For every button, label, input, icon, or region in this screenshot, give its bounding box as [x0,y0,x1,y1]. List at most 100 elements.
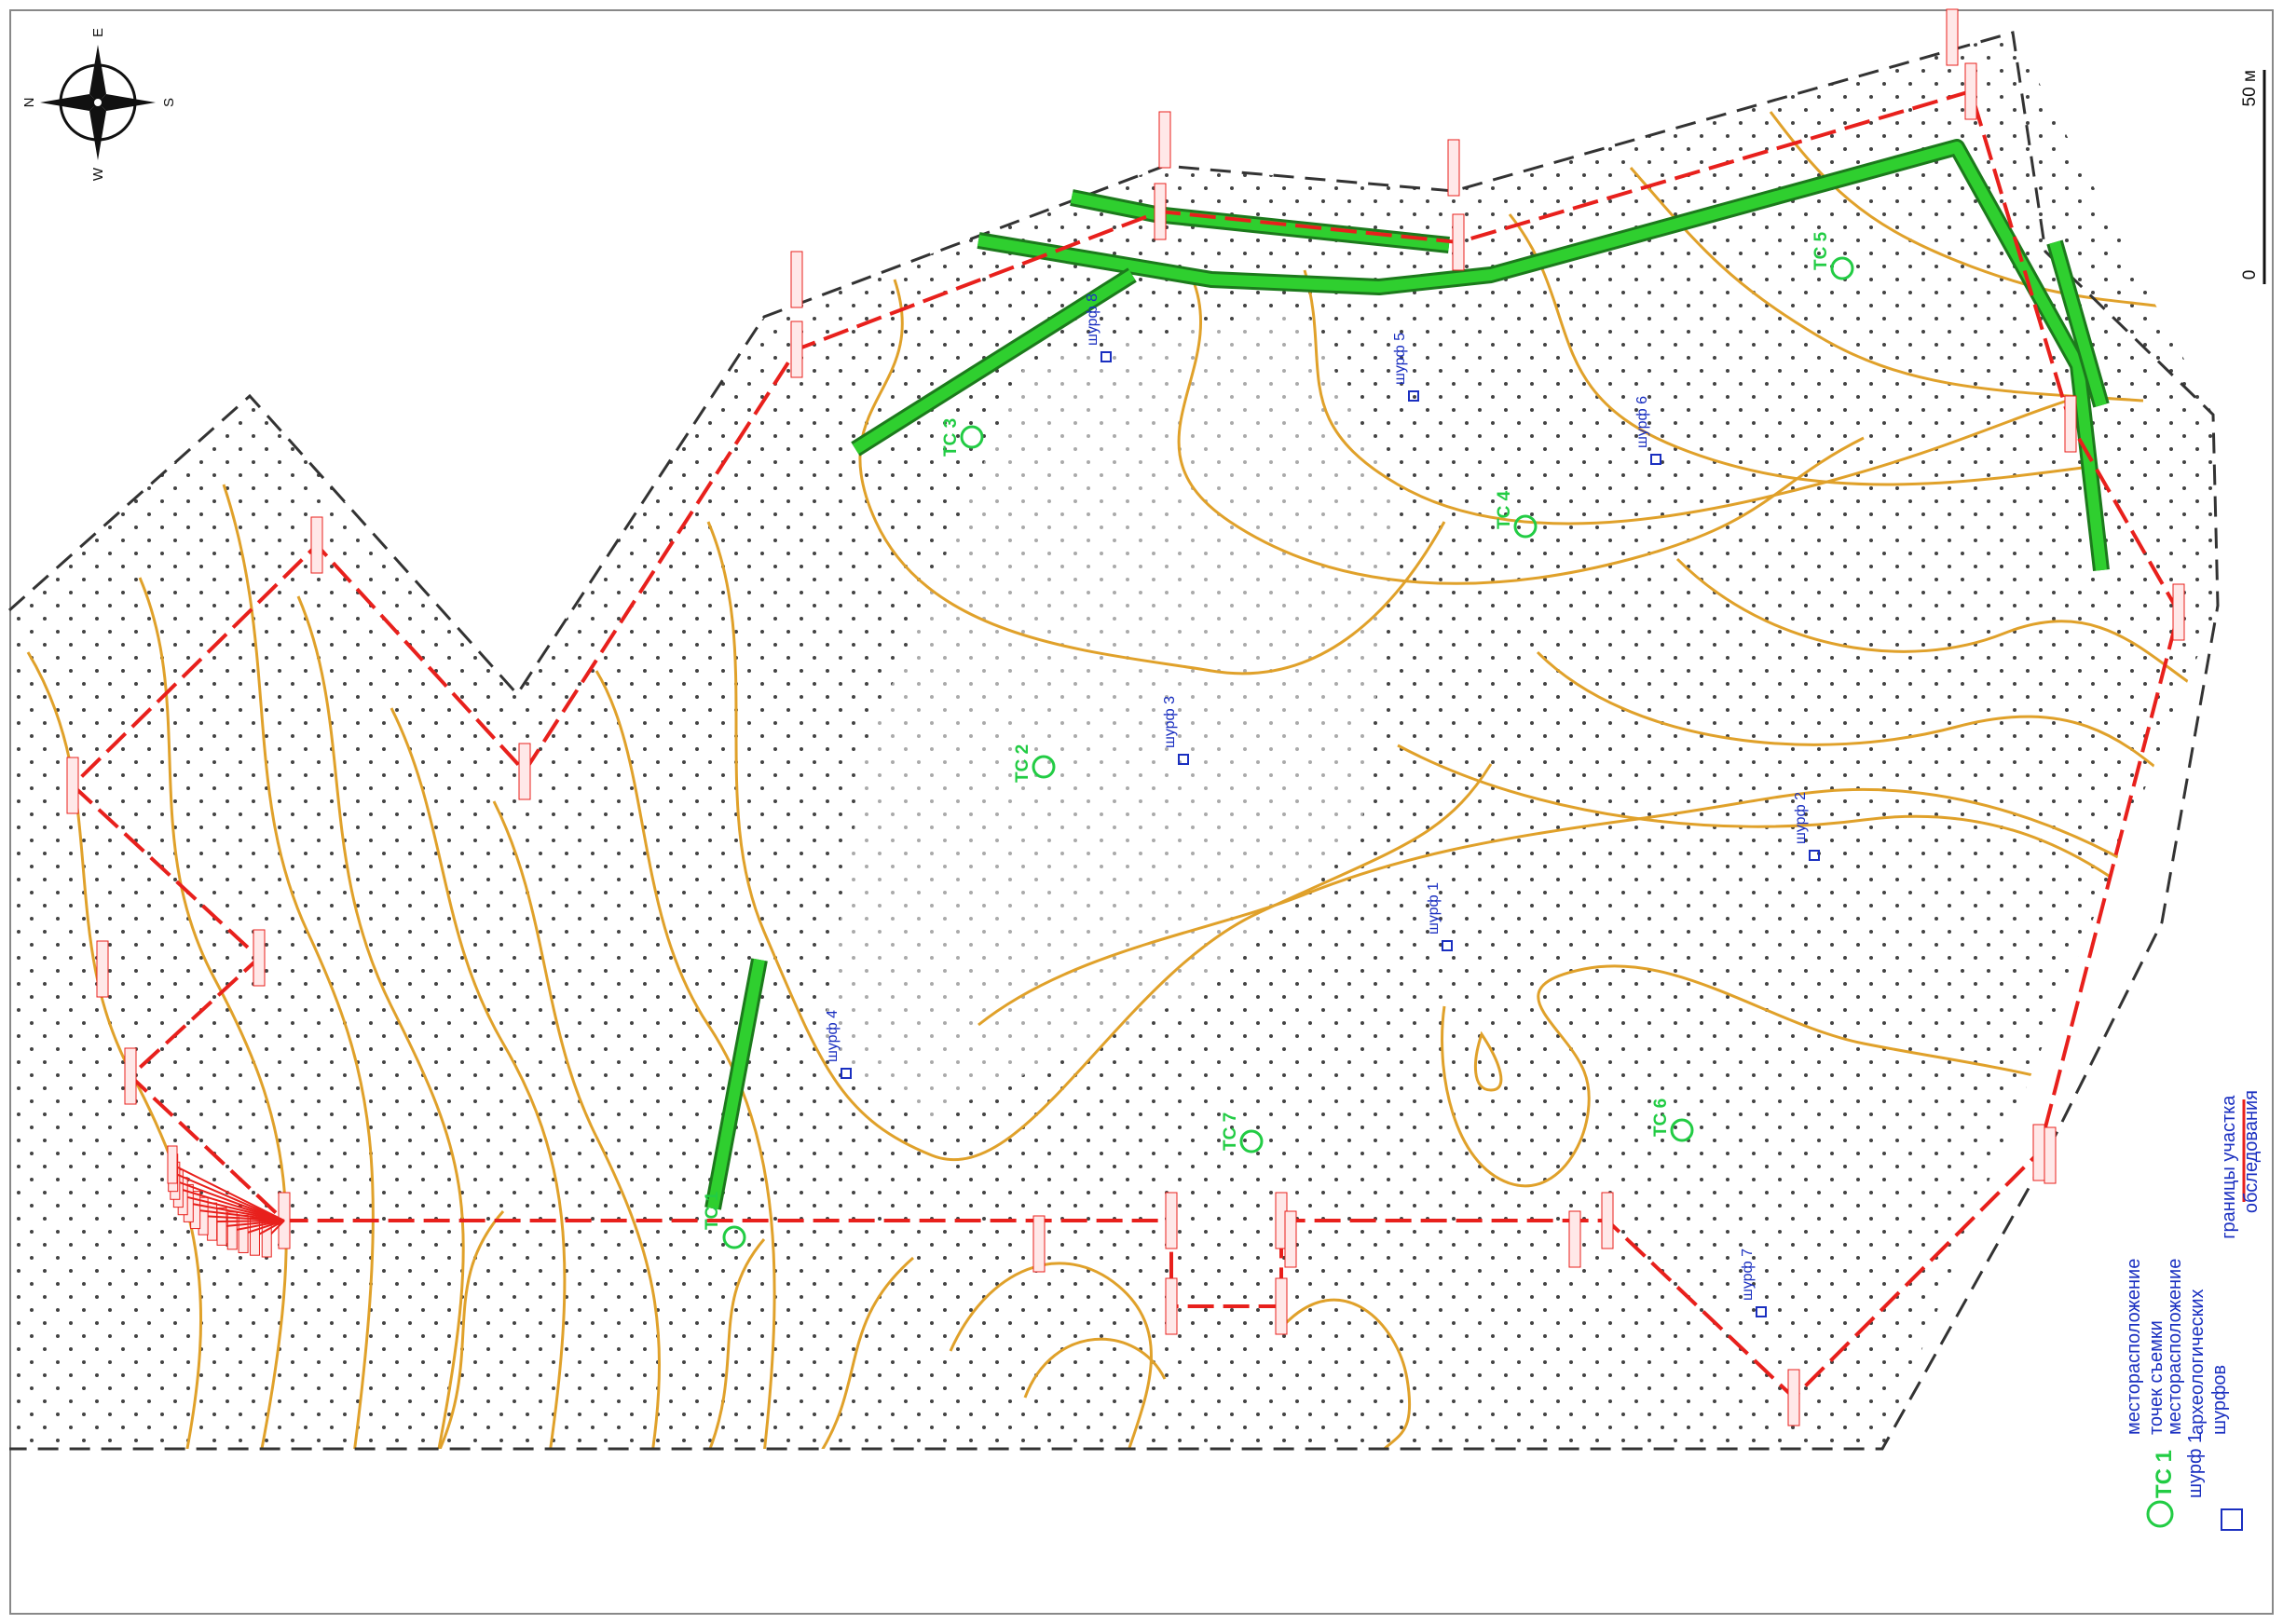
contour-line [1397,744,2181,934]
compass-s: S [161,98,177,107]
legend: границы участка обследования ТС 1 местор… [2124,1090,2262,1531]
pit-label: шурф 3 [1162,696,1178,748]
pit-label: шурф 1 [1426,882,1442,935]
fan-line [182,1194,285,1221]
marker-tag [66,757,79,814]
contour-line [1536,650,2200,803]
survey-boundary [70,89,2181,1400]
legend-ts-text: месторасположение точек съемки [2124,1253,2167,1435]
marker-tag [2064,395,2077,453]
road [707,958,765,1210]
site-label: ТС 7 [1221,1112,1240,1151]
fan-tag [167,1145,178,1184]
contour-line [1441,964,2107,1188]
scale-fifty: 50 м [2240,70,2260,106]
corner-markers [66,8,2185,1426]
contour-line [949,1262,1153,1449]
marker-tag [790,251,803,308]
marker-tag [1787,1369,1800,1426]
pit-2: шурф 2 [1793,792,1820,861]
fan-line [178,1187,285,1221]
site-ts7: ТС 7 [1221,1112,1264,1153]
survey-points: ТС 1 ТС 2 ТС 3 ТС 4 ТС 5 ТС 6 ТС 7 шур [703,231,1854,1317]
contour-line [492,800,661,1449]
contour-line [1675,557,2200,691]
contour-line [1303,269,2098,525]
pit-5: шурф 5 [1392,333,1419,402]
marker-tag [2172,583,2185,641]
pit-label: шурф 8 [1085,293,1100,346]
pit-label: шурф 7 [1740,1249,1756,1301]
site-label: ТС 5 [1811,231,1831,270]
contour-lines [26,111,2200,1449]
contour-line [1629,167,2144,403]
marker-tag [1284,1210,1297,1268]
contour-line [222,484,375,1449]
contour-line [1023,1337,1167,1399]
pit-3: шурф 3 [1162,696,1189,765]
legend-boundary-text: границы участка обследования [2219,1090,2262,1239]
marker-tag [1165,1192,1178,1249]
site-ts5: ТС 5 [1811,231,1854,280]
site-label: ТС 4 [1495,490,1514,529]
marker-tag [1964,62,1977,120]
marker-tag [2044,1126,2057,1184]
marker-fan [167,1145,285,1258]
marker-tag [2032,1124,2045,1181]
site-ts3: ТС 3 [941,418,984,457]
contour-line [818,1256,914,1449]
contour-line [1508,213,2098,486]
contour-line [1769,111,2172,309]
contour-line [436,1210,505,1449]
marker-tag [518,743,531,800]
site-ts1: ТС 1 [703,1191,746,1249]
pit-label: шурф 5 [1392,333,1408,385]
marker-tag [1946,8,1959,66]
road [977,142,2107,571]
marker-tag [310,516,323,574]
pit-label: шурф 6 [1634,396,1650,448]
marker-tag [1568,1210,1581,1268]
contour-line [977,787,2181,1027]
contour-line [595,670,776,1449]
site-label: ТС 1 [703,1191,722,1230]
legend-pit-symbol: шурф 1 [2185,1433,2206,1498]
compass-rose: N S E W [21,28,177,181]
contour-line [138,577,288,1449]
scale-zero: 0 [2240,270,2260,280]
fan-line [174,1180,285,1221]
site-ts4: ТС 4 [1495,490,1538,539]
marker-tag [1447,139,1460,197]
contour-line [858,279,1446,676]
marker-tag [96,940,109,998]
road [852,269,1136,455]
pit-4: шурф 4 [825,1010,852,1079]
marker-tag [1154,183,1167,240]
fan-line [172,1171,285,1221]
compass-w: W [90,167,106,181]
site-label: ТС 6 [1651,1099,1671,1137]
contour-line [1284,1298,1412,1449]
contour-line [1177,279,1865,585]
road [2049,240,2107,407]
pit-label: шурф 2 [1793,792,1809,844]
roads [704,139,2110,1210]
fan-line [171,1164,285,1221]
contour-line [706,521,1493,1162]
fan-line [188,1202,285,1221]
contour-line [296,595,465,1449]
contour-line [1473,1030,1503,1092]
pit-8: шурф 8 [1085,293,1112,362]
pit-7: шурф 7 [1740,1249,1767,1317]
pit-1: шурф 1 [1426,882,1453,951]
marker-tag [1601,1192,1614,1249]
compass-n: N [21,98,37,108]
marker-tag [253,929,266,987]
marker-tag [1275,1277,1288,1335]
contour-line [706,1238,766,1449]
contour-line [390,707,567,1449]
pit-label: шурф 4 [825,1010,841,1062]
marker-tag [1158,111,1171,169]
marker-tag [790,321,803,378]
